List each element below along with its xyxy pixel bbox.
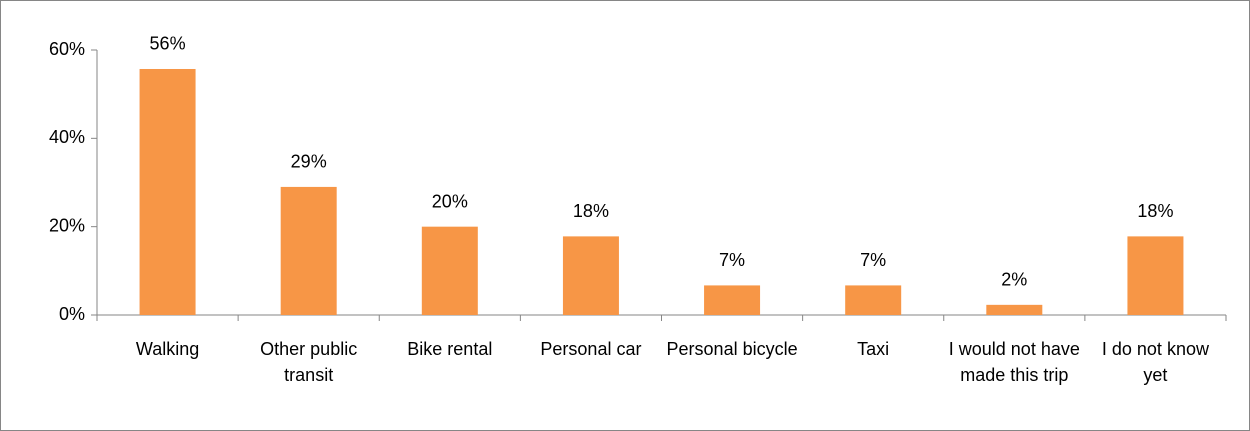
y-tick-label: 0% — [59, 304, 85, 324]
x-tick-label: I would not have made this trip — [948, 339, 1080, 385]
bar — [139, 68, 196, 315]
bar — [845, 285, 902, 315]
x-tick-label: Other public transit — [260, 339, 358, 385]
x-tick-label: Personal bicycle — [666, 339, 798, 359]
bar — [1127, 236, 1184, 315]
y-tick-label: 60% — [49, 39, 85, 59]
x-tick-label: Taxi — [857, 339, 890, 359]
value-label: 7% — [860, 250, 886, 270]
value-label: 18% — [1137, 201, 1173, 221]
y-tick-label: 40% — [49, 127, 85, 147]
bar — [986, 304, 1043, 315]
bar — [421, 226, 478, 315]
value-label: 2% — [1001, 270, 1027, 290]
x-tick-label: Personal car — [540, 339, 642, 359]
x-tick-label: Walking — [135, 339, 200, 359]
value-label: 29% — [291, 152, 327, 172]
x-tick-label: I do not know yet — [1101, 339, 1209, 385]
value-label: 20% — [432, 191, 468, 211]
bar — [562, 236, 619, 315]
bar — [704, 285, 761, 315]
bar — [280, 186, 337, 315]
value-label: 56% — [150, 34, 186, 54]
value-label: 7% — [719, 250, 745, 270]
x-tick-label: Bike rental — [407, 339, 493, 359]
y-tick-label: 20% — [49, 215, 85, 235]
value-label: 18% — [573, 201, 609, 221]
